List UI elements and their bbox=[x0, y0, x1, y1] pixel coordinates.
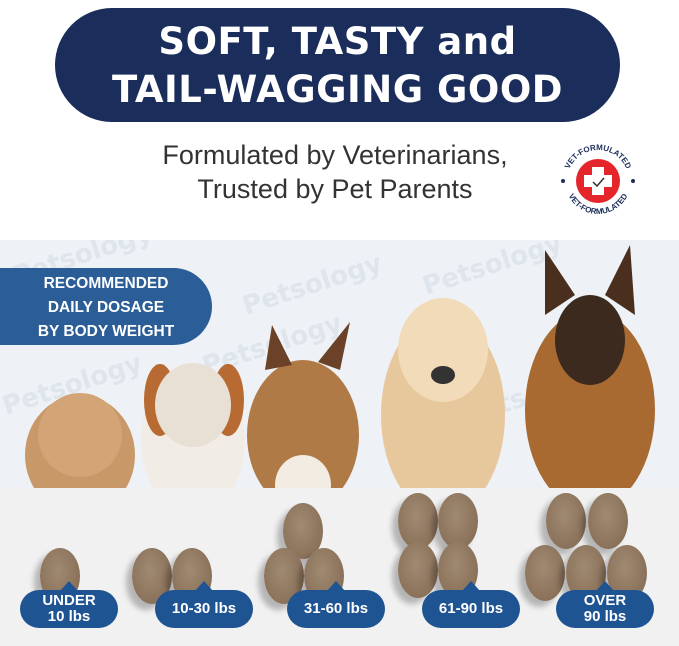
subtitle: Formulated by Veterinarians, Trusted by … bbox=[110, 138, 560, 206]
headline-line-2: TAIL-WAGGING GOOD bbox=[111, 68, 564, 111]
dosage-title-banner: RECOMMENDED DAILY DOSAGE BY BODY WEIGHT bbox=[0, 268, 212, 345]
dose-label-under-10: UNDER 10 lbs bbox=[20, 581, 118, 628]
dogs-photo: Petsology Petsology Petsology Petsology … bbox=[0, 240, 679, 490]
golden-retriever bbox=[381, 298, 505, 490]
dose-label-over-90: OVER 90 lbs bbox=[556, 581, 654, 628]
vet-formulated-badge-icon: VET-FORMULATED VET-FORMULATED bbox=[561, 143, 635, 216]
chew-icon bbox=[525, 545, 565, 601]
dogs-illustration bbox=[25, 245, 655, 490]
dosage-title-line-2: DAILY DOSAGE bbox=[47, 299, 165, 316]
chew-icon bbox=[588, 493, 628, 549]
chew-icon bbox=[438, 493, 478, 549]
dosage-title-line-3: BY BODY WEIGHT bbox=[37, 323, 175, 340]
dosage-title-line-1: RECOMMENDED bbox=[43, 275, 169, 292]
german-shepherd bbox=[525, 245, 655, 490]
chew-icon bbox=[398, 542, 438, 598]
beagle bbox=[141, 363, 245, 490]
subtitle-line-2: Trusted by Pet Parents bbox=[197, 174, 473, 204]
dose-label-10-30: 10-30 lbs bbox=[155, 581, 253, 628]
dose-label-31-60: 31-60 lbs bbox=[287, 581, 385, 628]
headline-banner: SOFT, TASTY and TAIL-WAGGING GOOD bbox=[55, 8, 620, 122]
dosage-chart: UNDER 10 lbs 10-30 lbs 31-60 lbs 61-90 lb… bbox=[0, 488, 679, 646]
dose-label-61-90: 61-90 lbs bbox=[422, 581, 520, 628]
poodle bbox=[25, 393, 135, 490]
chew-icon bbox=[398, 493, 438, 549]
headline-line-1: SOFT, TASTY and bbox=[158, 20, 517, 63]
french-bulldog bbox=[247, 322, 359, 490]
chew-icon bbox=[546, 493, 586, 549]
subtitle-line-1: Formulated by Veterinarians, bbox=[162, 140, 508, 170]
